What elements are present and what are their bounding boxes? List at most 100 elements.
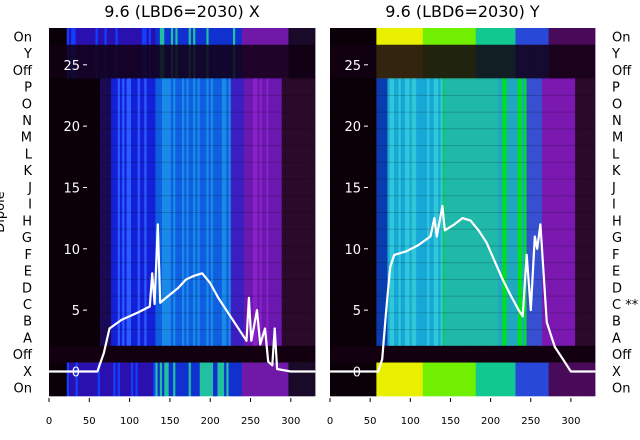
heatmap-cell (444, 345, 448, 363)
heatmap-cell (157, 362, 161, 397)
trace-point (443, 229, 446, 232)
heatmap-cell (416, 78, 419, 347)
heatmap-cell (338, 345, 342, 363)
heatmap-cell (586, 78, 589, 347)
heatmap-cell (332, 78, 335, 347)
heatmap-cell (91, 78, 94, 347)
heatmap-cell (80, 345, 83, 363)
heatmap-cell (495, 345, 499, 363)
heatmap-cell (451, 78, 455, 347)
row-label: Y (23, 47, 32, 62)
heatmap-cell (283, 345, 287, 363)
trace-point (314, 370, 316, 373)
heatmap-cell (394, 362, 397, 397)
heatmap-cell (581, 78, 585, 347)
heatmap-cell (544, 362, 547, 397)
row-stripe (330, 161, 595, 163)
heatmap-cell (411, 78, 415, 347)
heatmap-cell (590, 345, 594, 363)
heatmap-cell (188, 362, 192, 397)
heatmap-cell (369, 345, 373, 363)
x-tick-label: 0 (327, 416, 333, 427)
heatmap-cell (592, 78, 596, 347)
heatmap-cell (157, 78, 161, 347)
heatmap-cell (268, 345, 272, 363)
heatmap-cell (495, 362, 499, 397)
heatmap-cell (159, 362, 163, 397)
row-stripe (330, 94, 595, 96)
heatmap-cell (82, 362, 85, 397)
heatmap-cell (365, 345, 368, 363)
trace-point (485, 241, 488, 244)
heatmap-cell (369, 362, 373, 397)
trace-point (136, 311, 139, 314)
heatmap-cell (427, 362, 430, 397)
heatmap-cell (248, 362, 252, 397)
heatmap-cell (301, 78, 305, 347)
heatmap-cell (86, 345, 90, 363)
trace-point (185, 278, 187, 281)
heatmap-cell (257, 78, 260, 347)
heatmap-cell (590, 362, 594, 397)
heatmap-cell (458, 78, 461, 347)
heatmap-cell (458, 362, 461, 397)
heatmap-cell (215, 345, 218, 363)
row-stripe (49, 78, 315, 80)
heatmap-cell (530, 78, 534, 347)
heatmap-cell (497, 345, 501, 363)
heatmap-cell (142, 78, 145, 347)
trace-point (381, 358, 384, 361)
heatmap-cell (431, 78, 435, 347)
heatmap-cell (255, 78, 258, 347)
trace-point (461, 217, 464, 220)
heatmap-cell (217, 345, 221, 363)
heatmap-cell (241, 345, 245, 363)
trace-point (521, 315, 524, 318)
heatmap-cell (349, 78, 353, 347)
heatmap-cell (168, 345, 172, 363)
trace-point (493, 260, 496, 262)
heatmap-cell (592, 362, 596, 397)
heatmap-cell (239, 345, 243, 363)
row-label: B (612, 315, 621, 330)
heatmap-cell (224, 362, 227, 397)
row-label: L (612, 147, 620, 162)
heatmap-cell (341, 362, 344, 397)
heatmap-cell (139, 362, 143, 397)
heatmap-cell (517, 362, 521, 397)
heatmap-cell (201, 362, 205, 397)
heatmap-cell (570, 362, 574, 397)
heatmap-cell (119, 362, 123, 397)
trace-point (517, 309, 520, 311)
heatmap-cell (363, 345, 366, 363)
heatmap-cell (486, 78, 490, 347)
heatmap-cell (345, 345, 349, 363)
heatmap-cell (402, 345, 406, 363)
heatmap-cell (539, 345, 543, 363)
heatmap-cell (411, 362, 415, 397)
heatmap-cell (232, 345, 236, 363)
row-label: On (612, 30, 630, 45)
heatmap-cell (553, 345, 556, 363)
heatmap-cell (84, 362, 88, 397)
row-stripe (330, 145, 595, 147)
heatmap-cell (66, 345, 70, 363)
heatmap-cell (555, 78, 558, 347)
heatmap-cell (528, 78, 532, 347)
heatmap-cell (164, 345, 167, 363)
heatmap-cell (219, 345, 223, 363)
heatmap-cell (182, 362, 185, 397)
heatmap-cell (272, 345, 276, 363)
heatmap-cell (257, 362, 260, 397)
row-stripe (49, 145, 315, 147)
row-label: O (22, 97, 32, 112)
heatmap-cell (394, 345, 397, 363)
heatmap-cell (102, 78, 105, 347)
heatmap-cell (303, 78, 307, 347)
heatmap-cell (460, 362, 463, 397)
x-tick-label: 100 (401, 416, 420, 427)
heatmap-cell (548, 78, 552, 347)
heatmap-cell (175, 345, 178, 363)
inner-y-tick-label: 25 (63, 59, 80, 74)
heatmap-cell (542, 78, 545, 347)
